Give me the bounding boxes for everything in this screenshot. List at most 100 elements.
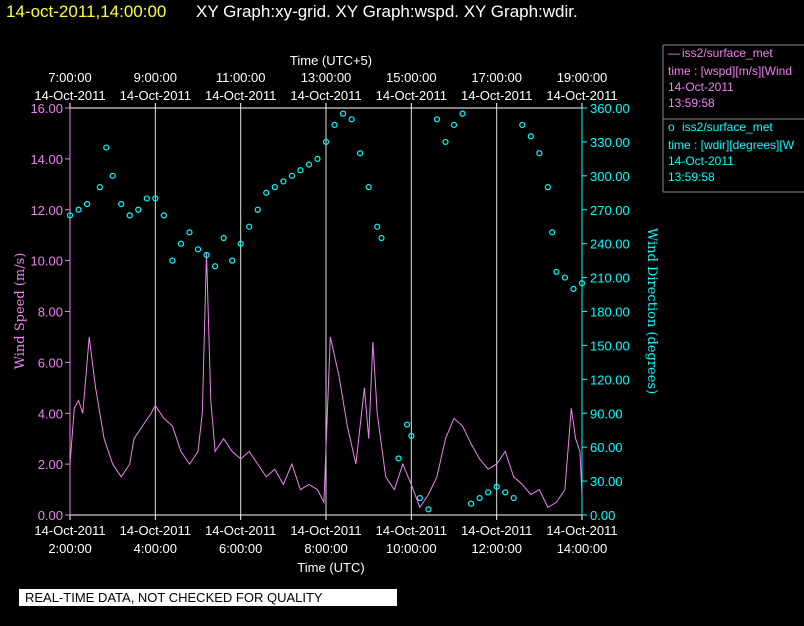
wind-direction-point [536, 150, 543, 157]
wind-direction-point [578, 280, 586, 287]
wind-direction-point [135, 206, 142, 213]
legend-name: iss2/surface_met [682, 46, 773, 60]
y-tick-label: 8.00 [38, 305, 63, 320]
x-tick-label: 12:00:00 [471, 541, 522, 556]
y2-tick-label: 180.00 [590, 305, 630, 320]
x-tick-date: 14-Oct-2011 [376, 523, 447, 538]
wind-direction-point [395, 455, 402, 462]
x-tick-date: 14-Oct-2011 [205, 523, 276, 538]
legend-line: 13:59:58 [668, 96, 715, 110]
y2-tick-label: 300.00 [590, 169, 630, 184]
wind-direction-point [96, 184, 103, 191]
wind-direction-point [510, 494, 517, 502]
y-tick-label: 4.00 [38, 406, 63, 421]
wind-direction-point [365, 184, 372, 191]
y2-tick-label: 0.00 [590, 508, 615, 523]
wind-direction-point [118, 200, 125, 208]
x-tick-label: 14:00:00 [557, 541, 608, 556]
x-tick-label: 8:00:00 [304, 541, 347, 556]
x2-tick-date: 14-Oct-2011 [546, 88, 617, 103]
x-tick-label: 10:00:00 [386, 541, 437, 556]
legend-symbol: — [668, 46, 680, 60]
wind-direction-point [544, 184, 551, 191]
wind-direction-point [160, 212, 167, 219]
wind-direction-point [177, 240, 185, 247]
wind-direction-point [485, 489, 492, 496]
x2-tick-date: 14-Oct-2011 [290, 88, 361, 103]
wind-direction-point [416, 494, 423, 502]
wind-direction-point [403, 421, 411, 428]
y2-axis-label: Wind Direction (degrees) [644, 228, 659, 394]
wind-direction-point [126, 212, 133, 219]
y2-tick-label: 360.00 [590, 101, 630, 116]
x-tick-label: 6:00:00 [219, 541, 262, 556]
y-tick-label: 10.00 [30, 254, 63, 269]
x-tick-date: 14-Oct-2011 [290, 523, 361, 538]
y2-tick-label: 150.00 [590, 338, 630, 353]
wind-direction-point [374, 223, 381, 230]
wind-direction-point [186, 229, 193, 236]
wind-direction-point [103, 144, 110, 151]
wind-direction-point [357, 150, 364, 157]
wind-direction-point [263, 189, 270, 196]
y-axis-label: Wind Speed (m/s) [13, 253, 28, 370]
wind-direction-point [467, 500, 475, 507]
wind-direction-point [425, 506, 432, 513]
legend-line: time : [wdir][degrees][W [668, 138, 795, 152]
x-tick-date: 14-Oct-2011 [546, 523, 617, 538]
x-axis-top-label: Time (UTC+5) [290, 53, 372, 68]
legend-line: 14-Oct-2011 [668, 80, 734, 94]
legend-line: 14-Oct-2011 [668, 154, 734, 168]
wind-direction-point [331, 121, 338, 129]
legend-line: 13:59:58 [668, 170, 715, 184]
wind-direction-point [502, 489, 509, 496]
title-time: 14-oct-2011,14:00:00 [6, 2, 166, 21]
x-tick-date: 14-Oct-2011 [461, 523, 532, 538]
wind-direction-point [476, 494, 483, 502]
wind-direction-point [561, 274, 569, 281]
wind-direction-point [75, 206, 82, 213]
x2-tick-label: 7:00:00 [48, 70, 91, 85]
wind-direction-point [433, 116, 441, 123]
wind-direction-point [519, 121, 526, 129]
x2-tick-label: 9:00:00 [134, 70, 177, 85]
wind-direction-point [169, 257, 176, 264]
wind-direction-point [109, 172, 116, 179]
wind-direction-point [553, 268, 560, 276]
y-tick-label: 0.00 [38, 508, 63, 523]
wind-direction-point [570, 285, 577, 292]
wind-direction-point [83, 200, 91, 208]
wind-direction-point [246, 223, 253, 230]
legend-name: iss2/surface_met [682, 120, 773, 134]
y-tick-label: 2.00 [38, 457, 63, 472]
y-tick-label: 6.00 [38, 355, 63, 370]
y2-tick-label: 120.00 [590, 372, 630, 387]
wind-speed-line [69, 252, 583, 509]
y-tick-label: 12.00 [30, 203, 63, 218]
x-tick-label: 2:00:00 [48, 541, 91, 556]
y2-tick-label: 210.00 [590, 271, 630, 286]
x2-tick-date: 14-Oct-2011 [34, 88, 105, 103]
wind-direction-point [66, 212, 74, 219]
x2-tick-label: 15:00:00 [386, 70, 437, 85]
legend-symbol: o [668, 120, 675, 134]
y-tick-label: 16.00 [30, 101, 63, 116]
note-box [19, 589, 397, 606]
wind-direction-point [220, 234, 227, 242]
wind-direction-point [450, 121, 458, 129]
chart-title: XY Graph:xy-grid. XY Graph:wspd. XY Grap… [196, 2, 578, 21]
x2-tick-label: 13:00:00 [301, 70, 352, 85]
wind-direction-point [408, 432, 415, 439]
x2-tick-date: 14-Oct-2011 [461, 88, 532, 103]
y2-tick-label: 90.00 [590, 406, 623, 421]
wind-direction-point [314, 155, 321, 162]
wind-direction-point [339, 110, 347, 117]
x-tick-label: 4:00:00 [134, 541, 177, 556]
wind-direction-point [527, 133, 534, 140]
wind-direction-point [348, 116, 355, 123]
y2-tick-label: 270.00 [590, 203, 630, 218]
y2-tick-label: 330.00 [590, 135, 630, 150]
wind-direction-point [378, 234, 385, 242]
wind-direction-point [493, 483, 500, 490]
